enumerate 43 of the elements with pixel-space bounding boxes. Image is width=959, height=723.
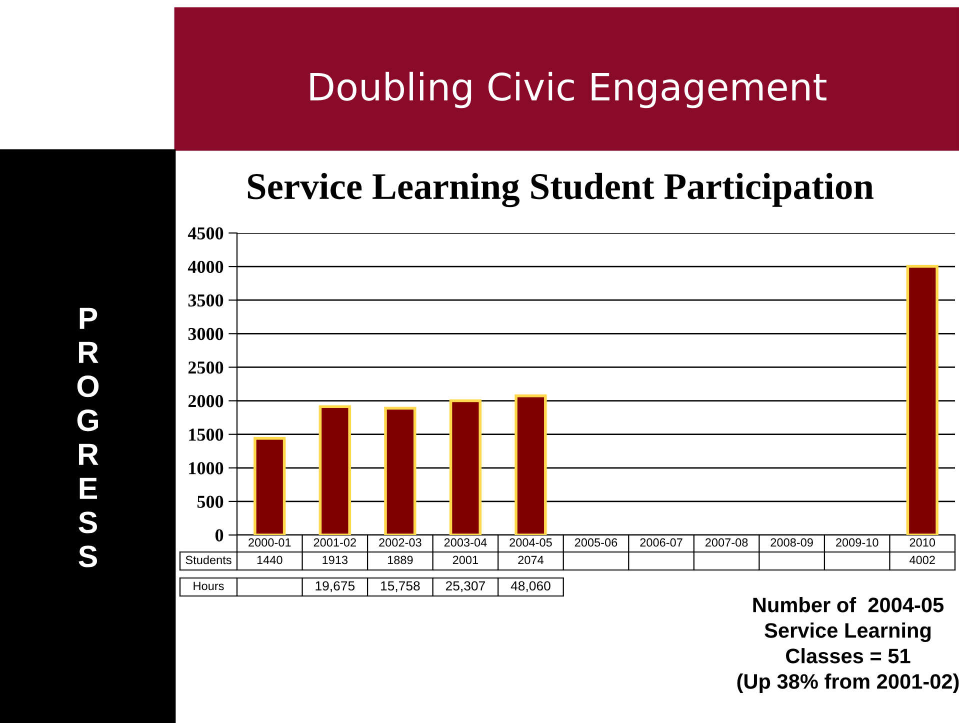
y-tick-label: 2500 [188,361,224,374]
bar [514,394,547,535]
chart-subtitle: Doubling Civic Engagement [310,72,826,108]
text: 25,307 [446,581,485,592]
text: Hours [194,582,224,590]
y-tick-label: 3500 [188,294,224,307]
x-tick-label: 2006-07 [640,538,682,547]
bar [906,265,938,535]
bar [318,405,351,535]
chart-title: Service Learning Student Participation [248,172,874,208]
x-tick-label: 2004-05 [510,538,552,547]
data-label: 4002 [910,556,935,564]
data-label: 1440 [257,556,282,564]
y-tick-label: 0 [215,529,224,542]
x-tick-label: 2010 [910,538,936,547]
y-tick-label: 1500 [189,428,224,441]
data-label: 1913 [322,556,348,564]
x-tick-label: 2003-04 [444,538,487,547]
text: Students [186,555,232,564]
y-tick-label: 3000 [188,328,224,340]
data-label: 2001 [452,556,478,564]
x-tick-label: 2002-03 [379,538,422,547]
text: Number of 2004-05 Service Learning Classes = 51 (Up 38% from 2001-02) [737,597,959,693]
y-tick-label: 500 [197,496,224,508]
x-tick-label: 2000-01 [248,538,291,547]
x-tick-label: 2001-02 [314,538,356,547]
y-tick-label: 1000 [189,462,224,474]
data-label: 1889 [388,556,413,564]
y-tick-label: 2000 [188,395,224,408]
x-tick-label: 2008-09 [770,538,813,547]
y-tick-label: 4000 [188,260,224,273]
bar [254,436,286,535]
x-tick-label: 2005-06 [574,538,618,547]
bar [449,399,482,535]
y-tick-label: 4500 [188,227,224,240]
text: 48,060 [510,581,550,592]
text: PROGRESS [77,308,99,568]
bar [384,406,416,535]
data-label: 2074 [518,556,544,564]
x-tick-label: 2009-10 [836,538,878,547]
text: 19,675 [316,581,355,592]
x-tick-label: 2007-08 [705,538,748,547]
text: 15,758 [381,581,420,592]
